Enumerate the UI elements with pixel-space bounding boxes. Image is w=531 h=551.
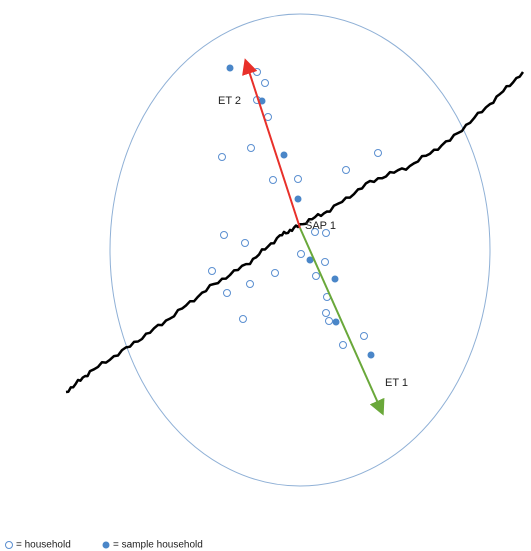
household <box>360 332 368 340</box>
household <box>312 272 320 280</box>
household <box>322 229 330 237</box>
household <box>223 289 231 297</box>
legend-sample-household: = sample household <box>113 540 203 551</box>
sampling-area <box>109 13 491 487</box>
road <box>65 71 525 394</box>
household <box>294 175 302 183</box>
household <box>241 239 249 247</box>
et1-arrow <box>299 227 385 416</box>
household <box>261 79 269 87</box>
household <box>246 280 254 288</box>
sample-household <box>226 64 234 72</box>
household <box>253 68 261 76</box>
sample-household <box>306 256 314 264</box>
household <box>321 258 329 266</box>
household <box>269 176 277 184</box>
household <box>247 144 255 152</box>
households <box>208 64 382 359</box>
household <box>218 153 226 161</box>
sample-household <box>280 151 288 159</box>
household <box>325 317 333 325</box>
sample-household <box>331 275 339 283</box>
household <box>271 269 279 277</box>
legend-household-icon <box>5 541 13 549</box>
legend-sample-icon <box>102 541 110 549</box>
household <box>311 228 319 236</box>
sample-household <box>294 195 302 203</box>
household <box>239 315 247 323</box>
legend-household: = household <box>16 540 71 551</box>
et2-arrow <box>242 58 301 229</box>
household <box>322 309 330 317</box>
household <box>374 149 382 157</box>
household <box>220 231 228 239</box>
sample-household <box>367 351 375 359</box>
sap1-label: SAP 1 <box>305 220 336 232</box>
sample-household <box>332 318 340 326</box>
household <box>297 250 305 258</box>
et2-label: ET 2 <box>218 95 241 107</box>
legend: = household = sample household <box>5 540 203 551</box>
household <box>339 341 347 349</box>
household <box>342 166 350 174</box>
household <box>208 267 216 275</box>
et1-label: ET 1 <box>385 377 408 389</box>
